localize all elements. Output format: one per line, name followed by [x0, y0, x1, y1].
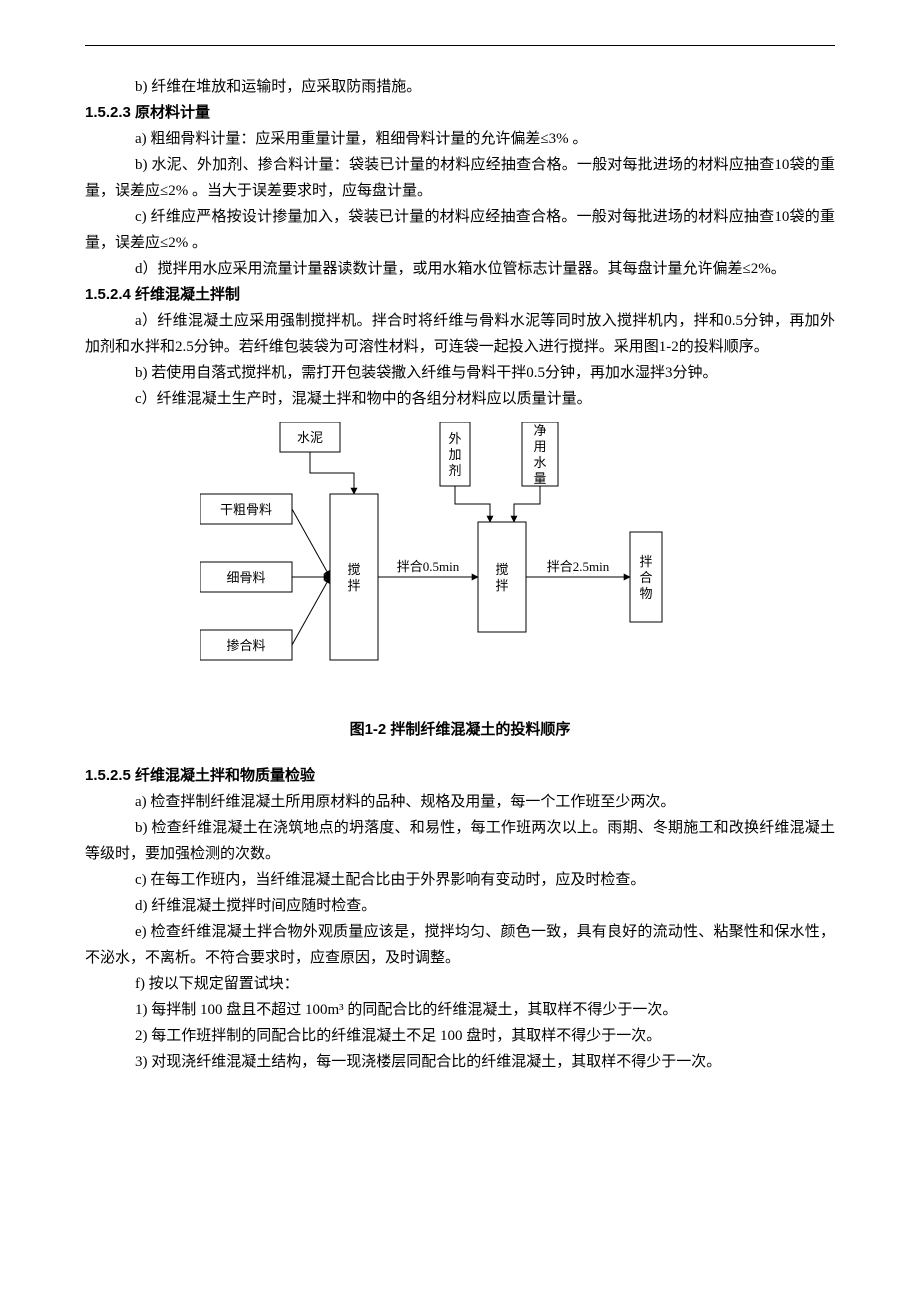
para-5-1: 1) 每拌制 100 盘且不超过 100m³ 的同配合比的纤维混凝土，其取样不得…: [85, 997, 835, 1023]
para-5-2: 2) 每工作班拌制的同配合比的纤维混凝土不足 100 盘时，其取样不得少于一次。: [85, 1023, 835, 1049]
flow-edge-label: 拌合2.5min: [547, 559, 610, 574]
flow-node-label: 用: [533, 439, 546, 454]
flow-edge: [310, 452, 354, 494]
flow-node-label: 搅: [495, 562, 508, 577]
para-5a: a) 检查拌制纤维混凝土所用原材料的品种、规格及用量，每一个工作班至少两次。: [85, 789, 835, 815]
flowchart-svg: 拌合0.5min拌合2.5min水泥外加剂净用水量干粗骨料细骨料掺合料搅拌搅拌拌…: [200, 422, 720, 702]
diagram-container: 拌合0.5min拌合2.5min水泥外加剂净用水量干粗骨料细骨料掺合料搅拌搅拌拌…: [85, 422, 835, 702]
para-5-3: 3) 对现浇纤维混凝土结构，每一现浇楼层同配合比的纤维混凝土，其取样不得少于一次…: [85, 1049, 835, 1075]
flow-node-label: 掺合料: [226, 638, 265, 653]
para-5e: e) 检查纤维混凝土拌合物外观质量应该是，搅拌均匀、颜色一致，具有良好的流动性、…: [85, 919, 835, 971]
flow-node-label: 物: [639, 586, 652, 601]
para-3c: c) 纤维应严格按设计掺量加入，袋装已计量的材料应经抽查合格。一般对每批进场的材…: [85, 204, 835, 256]
flow-node-label: 合: [639, 570, 652, 585]
flow-node-label: 拌: [347, 578, 360, 593]
para-5c: c) 在每工作班内，当纤维混凝土配合比由于外界影响有变动时，应及时检查。: [85, 867, 835, 893]
para-5b: b) 检查纤维混凝土在浇筑地点的坍落度、和易性，每工作班两次以上。雨期、冬期施工…: [85, 815, 835, 867]
flow-node-label: 干粗骨料: [220, 502, 272, 517]
flow-node-label: 水: [533, 455, 546, 470]
para-3b: b) 水泥、外加剂、掺合料计量：袋装已计量的材料应经抽查合格。一般对每批进场的材…: [85, 152, 835, 204]
para-4a: a）纤维混凝土应采用强制搅拌机。拌合时将纤维与骨料水泥等同时放入搅拌机内，拌和0…: [85, 308, 835, 360]
para-5f: f) 按以下规定留置试块：: [85, 971, 835, 997]
flow-node-label: 量: [533, 471, 546, 486]
flow-node: [330, 494, 378, 660]
heading-1-5-2-5: 1.5.2.5 纤维混凝土拌和物质量检验: [85, 763, 835, 789]
document-page: b) 纤维在堆放和运输时，应采取防雨措施。 1.5.2.3 原材料计量 a) 粗…: [0, 0, 920, 1125]
flow-node-label: 剂: [448, 463, 461, 478]
flow-node-label: 搅: [347, 562, 360, 577]
flow-node-label: 水泥: [297, 430, 323, 445]
flow-edge: [292, 577, 330, 645]
heading-1-5-2-4: 1.5.2.4 纤维混凝土拌制: [85, 282, 835, 308]
flow-node-label: 拌: [639, 554, 652, 569]
heading-1-5-2-3: 1.5.2.3 原材料计量: [85, 100, 835, 126]
header-rule: [85, 45, 835, 46]
flow-node-label: 净: [533, 423, 546, 438]
flow-node-label: 外: [448, 431, 461, 446]
para-b-pre: b) 纤维在堆放和运输时，应采取防雨措施。: [85, 74, 835, 100]
para-4c: c）纤维混凝土生产时，混凝土拌和物中的各组分材料应以质量计量。: [85, 386, 835, 412]
flow-edge-label: 拌合0.5min: [397, 559, 460, 574]
flow-node-label: 拌: [495, 578, 508, 593]
flow-node-label: 加: [448, 447, 461, 462]
figure-caption: 图1-2 拌制纤维混凝土的投料顺序: [85, 718, 835, 739]
flow-edge: [292, 509, 330, 577]
flow-node-label: 细骨料: [226, 570, 265, 585]
flow-edge: [455, 486, 490, 522]
para-3a: a) 粗细骨料计量：应采用重量计量，粗细骨料计量的允许偏差≤3% 。: [85, 126, 835, 152]
flow-edge: [514, 486, 540, 522]
para-5d: d) 纤维混凝土搅拌时间应随时检查。: [85, 893, 835, 919]
flow-node: [478, 522, 526, 632]
para-4b: b) 若使用自落式搅拌机，需打开包装袋撒入纤维与骨料干拌0.5分钟，再加水湿拌3…: [85, 360, 835, 386]
para-3d: d）搅拌用水应采用流量计量器读数计量，或用水箱水位管标志计量器。其每盘计量允许偏…: [85, 256, 835, 282]
